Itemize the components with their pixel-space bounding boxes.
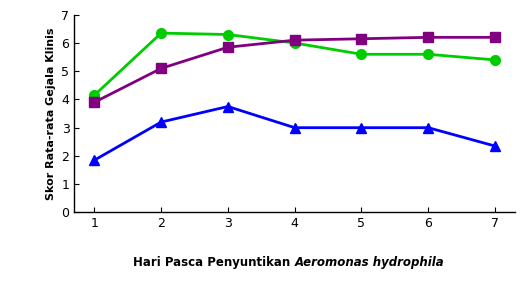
Text: Hari Pasca Penyuntikan: Hari Pasca Penyuntikan bbox=[133, 256, 295, 269]
Y-axis label: Skor Rata-rata Gejala Klinis: Skor Rata-rata Gejala Klinis bbox=[46, 27, 56, 200]
Text: Aeromonas hydrophila: Aeromonas hydrophila bbox=[295, 256, 444, 269]
